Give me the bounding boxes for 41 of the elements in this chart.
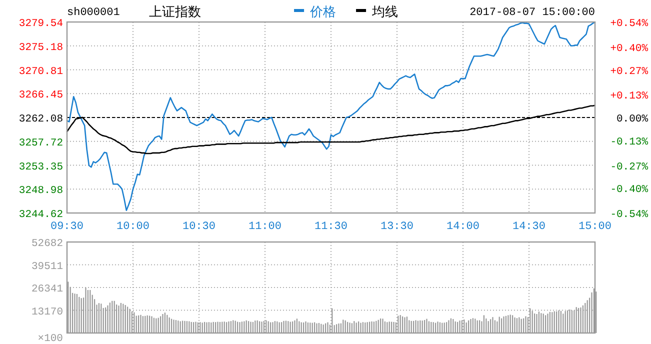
y-tick-label: 3270.81 xyxy=(18,66,63,78)
y2-tick-label: -0.27% xyxy=(610,161,649,174)
x-tick-label: 14:00 xyxy=(446,221,480,233)
y2-tick-label: 0.00% xyxy=(616,114,649,126)
y-tick-label: 39511 xyxy=(31,260,63,273)
y-tick-label: 13170 xyxy=(31,306,63,318)
legend-label: 均线 xyxy=(371,5,398,20)
y-tick-label: 3266.45 xyxy=(18,90,63,102)
x-tick-label: 13:30 xyxy=(380,221,414,233)
y-tick-label: 52682 xyxy=(31,238,63,250)
y-axis-title: ×100 xyxy=(38,333,63,344)
line-series xyxy=(66,22,596,212)
y-tick-label: 3257.72 xyxy=(18,137,63,150)
x-tick-label: 11:00 xyxy=(248,221,282,233)
x-tick-label: 10:30 xyxy=(182,221,216,233)
y-tick-label: 3253.35 xyxy=(18,161,63,174)
y-tick-label: 3262.08 xyxy=(18,114,63,126)
legend-label: 价格 xyxy=(309,5,336,20)
y-tick-label: 3248.98 xyxy=(18,185,63,198)
y-tick-label: 3244.62 xyxy=(18,209,63,221)
text: 2017-08-07 15:00:00 xyxy=(470,7,595,19)
x-tick-label: 10:00 xyxy=(116,221,150,233)
x-tick-label: 15:00 xyxy=(578,221,612,233)
y-tick-label: 26341 xyxy=(31,284,63,296)
legend-item: 均线 xyxy=(356,5,398,20)
x-tick-label: 14:30 xyxy=(512,221,546,233)
y2-tick-label: -0.54% xyxy=(610,209,649,221)
y2-tick-label: -0.13% xyxy=(610,136,649,148)
y-tick-label: 3279.54 xyxy=(18,18,63,30)
legend-item: 价格 xyxy=(294,5,336,20)
y2-tick-label: -0.40% xyxy=(610,184,649,196)
chart-subtitle: sh000001 xyxy=(67,7,120,19)
y2-tick-label: +0.40% xyxy=(610,42,649,55)
y2-tick-label: +0.13% xyxy=(610,90,649,103)
y2-tick-label: +0.54% xyxy=(610,18,649,30)
line-series xyxy=(66,104,596,154)
x-tick-label: 11:30 xyxy=(314,221,348,233)
x-tick-label: 09:30 xyxy=(50,221,84,233)
y2-tick-label: +0.27% xyxy=(610,66,649,78)
chart-title: 上证指数 xyxy=(149,5,201,20)
y-tick-label: 3275.18 xyxy=(18,42,63,54)
